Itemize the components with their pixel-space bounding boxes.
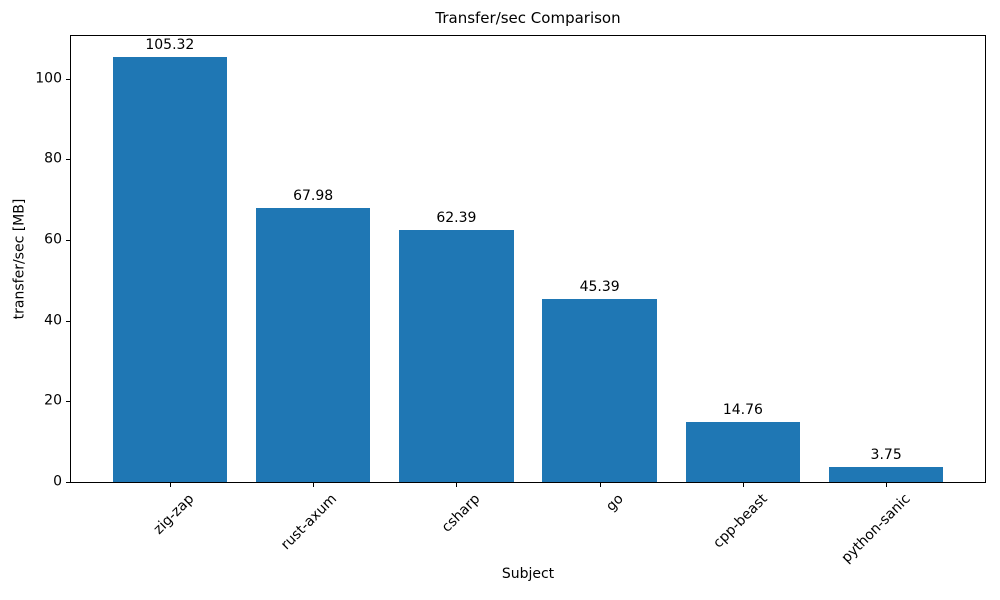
y-tick-label-80: 80 — [44, 150, 62, 167]
bar-value-label-rust-axum: 67.98 — [293, 187, 334, 204]
x-tick-csharp — [456, 483, 458, 487]
chart-title: Transfer/sec Comparison — [435, 9, 621, 27]
x-tick-label-cpp-beast: cpp-beast — [709, 491, 771, 552]
y-tick-label-20: 20 — [44, 392, 62, 409]
x-tick-python-sanic — [886, 483, 888, 487]
x-tick-label-python-sanic: python-sanic — [838, 491, 914, 567]
y-tick-60 — [66, 240, 70, 242]
bar-go — [542, 298, 657, 482]
x-tick-cpp-beast — [742, 483, 744, 487]
y-tick-label-60: 60 — [44, 231, 62, 248]
bar-value-label-cpp-beast: 14.76 — [722, 402, 763, 419]
x-axis-label: Subject — [501, 566, 555, 582]
x-tick-label-rust-axum: rust-axum — [278, 491, 341, 554]
y-tick-80 — [66, 159, 70, 161]
bar-value-label-csharp: 62.39 — [436, 210, 477, 227]
y-tick-0 — [66, 482, 70, 483]
bar-zig-zap — [112, 57, 228, 482]
y-tick-label-0: 0 — [53, 473, 62, 490]
x-tick-zig-zap — [169, 483, 171, 487]
x-tick-rust-axum — [313, 483, 315, 487]
bar-value-label-python-sanic: 3.75 — [870, 446, 902, 463]
bar-value-label-zig-zap: 105.32 — [145, 37, 195, 54]
y-tick-40 — [66, 320, 70, 322]
x-tick-label-zig-zap: zig-zap — [150, 491, 198, 538]
bar-value-label-go: 45.39 — [579, 278, 620, 295]
y-tick-label-40: 40 — [44, 312, 62, 329]
bar-csharp — [399, 230, 514, 482]
bar-rust-axum — [255, 207, 371, 482]
y-axis-label: transfer/sec [MB] — [11, 198, 28, 320]
x-tick-label-go: go — [603, 491, 627, 515]
y-tick-label-100: 100 — [35, 70, 62, 87]
bar-python-sanic — [828, 466, 944, 482]
y-tick-20 — [66, 401, 70, 403]
y-tick-100 — [66, 78, 70, 80]
bar-cpp-beast — [685, 422, 801, 482]
x-tick-label-csharp: csharp — [439, 491, 484, 536]
x-tick-go — [599, 483, 601, 487]
